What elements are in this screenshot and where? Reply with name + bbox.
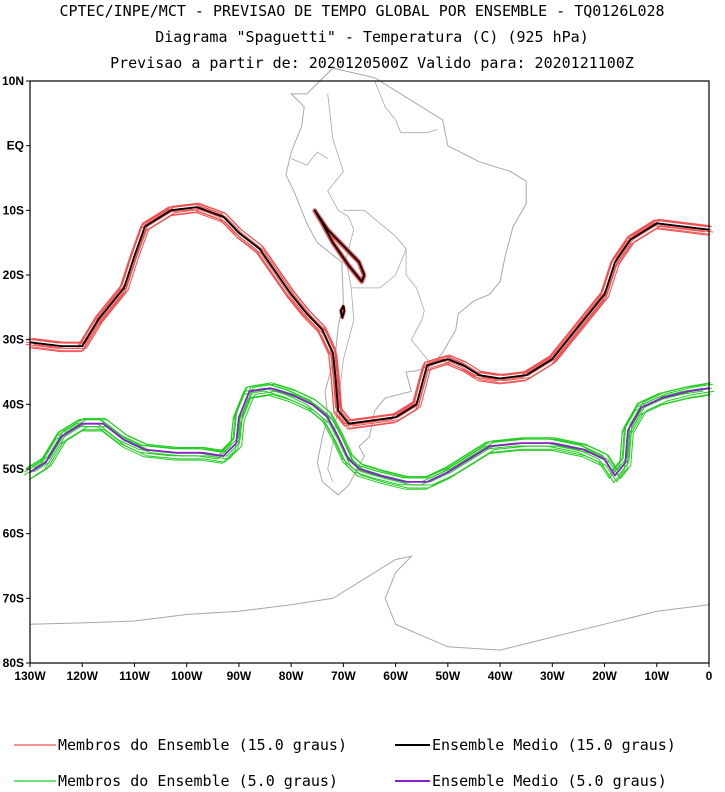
iso5-member-line [24,390,704,486]
title-line-1: CPTEC/INPE/MCT - PREVISAO DE TEMPO GLOBA… [59,2,664,20]
iso15-member-line [32,206,712,425]
iso15-member-line [31,211,711,429]
lon-tick-label: 80W [279,669,304,683]
antarctica-coastline [29,555,710,651]
legend-label-member5: Membros do Ensemble (5.0 graus) [58,772,338,790]
title-line-2: Diagrama "Spaguetti" - Temperatura (C) (… [155,28,588,46]
lat-tick-label: 70S [3,591,24,605]
map-frame [29,80,710,664]
country-border [405,249,430,363]
country-border [374,80,438,134]
land-outline-layer [29,67,710,651]
country-border [291,151,328,166]
title-line-3: Previsao a partir de: 2020120500Z Valido… [110,54,634,72]
lon-tick-label: 50W [436,669,461,683]
legend: Membros do Ensemble (15.0 graus) Ensembl… [14,736,676,790]
lon-tick-label: 10W [644,669,669,683]
lon-tick-label: 120W [67,669,99,683]
iso15-member-line [32,203,712,422]
contour-layer [24,202,715,490]
iso15-mean-line [29,206,710,425]
iso15-member-line [29,212,709,430]
lat-tick-label: 30S [3,333,24,347]
iso15-member-line [25,206,705,425]
lat-tick-label: 60S [3,527,24,541]
iso15-andes-mean-line [313,209,366,283]
lon-tick-label: 110W [119,669,150,683]
iso15-member-line [27,203,707,422]
lat-tick-label: 10N [2,74,24,88]
iso15-member-line [25,208,705,427]
legend-label-member15: Membros do Ensemble (15.0 graus) [58,736,347,754]
iso15-member-line [28,203,708,422]
iso5-member-line [27,383,707,479]
lon-tick-label: 30W [540,669,565,683]
iso15-member-line [31,202,711,421]
lon-tick-label: 70W [331,669,356,683]
latitude-axis: 10N EQ 10S 20S 30S 40S 50S 60S 70S 80S [2,74,30,670]
country-border [327,93,407,289]
lon-tick-label: 0 [706,669,713,683]
lat-tick-label: 20S [3,268,24,282]
lon-tick-label: 60W [383,669,408,683]
lon-tick-label: 90W [227,669,252,683]
iso5-member-line [24,387,704,483]
iso5-mean-line [29,387,710,483]
lon-tick-label: 20W [592,669,617,683]
longitude-axis: 130W 120W 110W 100W 90W 80W 70W 60W 50W 40W 30W 20W… [14,663,713,683]
lat-tick-label: 10S [3,203,24,217]
legend-label-mean5: Ensemble Medio (5.0 graus) [432,772,667,790]
lat-tick-label: EQ [7,139,24,153]
south-america-coastline [285,67,527,496]
lat-tick-label: 40S [3,397,24,411]
legend-label-mean15: Ensemble Medio (15.0 graus) [432,736,676,754]
lat-tick-label: 80S [3,656,24,670]
lon-tick-label: 130W [14,669,46,683]
lon-tick-label: 40W [488,669,513,683]
iso5-member-line [26,383,706,479]
lon-tick-label: 100W [171,669,203,683]
lat-tick-label: 50S [3,462,24,476]
iso15-coast-mean-line [339,305,346,319]
